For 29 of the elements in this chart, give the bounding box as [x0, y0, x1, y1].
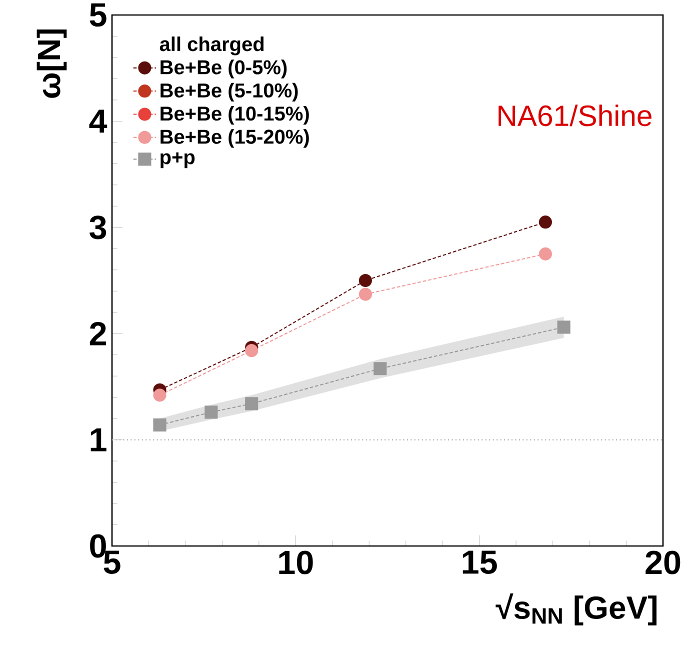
x-tick-label: 20: [646, 550, 680, 574]
point: [358, 288, 372, 301]
legend-label: Be+Be (0-5%): [160, 60, 287, 78]
y-tick-label: 2: [90, 322, 106, 346]
annotation: NA61/Shine: [498, 104, 652, 126]
y-tick-label: 5: [90, 3, 106, 27]
point: [204, 406, 218, 419]
point: [374, 362, 387, 376]
point: [153, 418, 166, 432]
y-tick-label: 3: [90, 216, 106, 240]
x-tick-label: 10: [279, 550, 313, 574]
x-axis-title: √s$_{NN}$ [GeV]: [496, 593, 656, 626]
x-tick-label: 15: [462, 550, 497, 574]
y-tick-label: 4: [89, 110, 108, 133]
y-tick-label: 0: [90, 534, 106, 558]
point: [538, 247, 552, 260]
point: [358, 274, 372, 288]
legend-label: Be+Be (15-20%): [160, 129, 309, 148]
point: [557, 320, 570, 334]
legend-title: all charged: [160, 36, 264, 56]
point: [153, 388, 166, 402]
y-axis-title: ω[N]: [36, 29, 67, 98]
point: [245, 397, 258, 410]
point: [245, 344, 258, 358]
y-tick-label: 1: [90, 428, 106, 452]
legend-label: p+p: [160, 152, 195, 168]
legend-label: Be+Be (10-15%): [160, 106, 309, 125]
point: [538, 216, 552, 229]
legend-label: Be+Be (5-10%): [160, 82, 298, 102]
